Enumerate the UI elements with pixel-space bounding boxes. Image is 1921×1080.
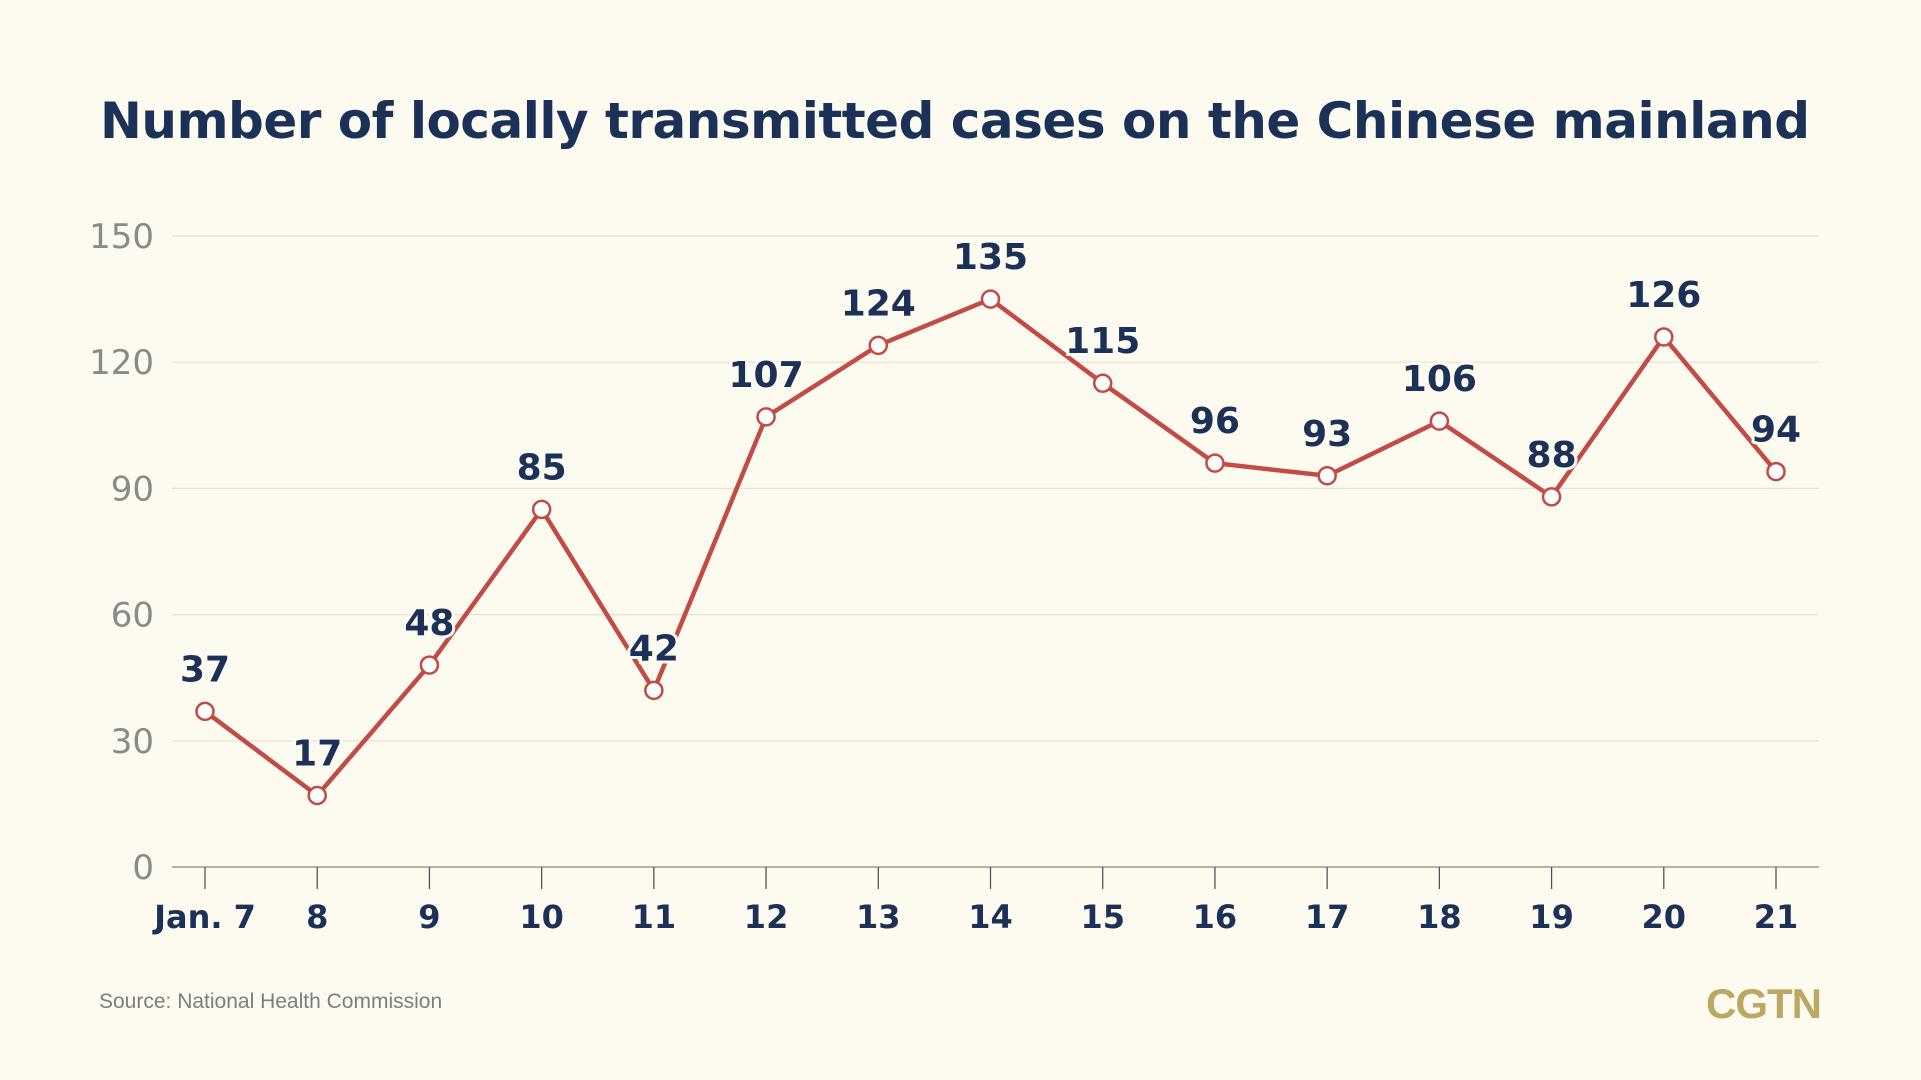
cgtn-logo: CGTN [1706, 980, 1822, 1027]
data-point [1317, 466, 1337, 486]
data-label: 85 [517, 447, 567, 488]
data-point [195, 701, 215, 722]
data-point [756, 407, 776, 427]
chart-title: Number of locally transmitted cases on t… [100, 92, 1810, 150]
data-label: 48 [404, 603, 454, 644]
y-tick-label: 90 [111, 469, 154, 509]
data-point [980, 289, 1001, 309]
data-label: 135 [953, 237, 1028, 278]
series-line [203, 296, 1778, 798]
x-tick-label: 19 [1529, 898, 1574, 936]
y-tick-label: 120 [89, 343, 154, 383]
data-point [1092, 373, 1113, 393]
y-tick-label: 60 [111, 596, 154, 636]
x-tick-label: Jan. 7 [152, 898, 256, 936]
y-tick-label: 30 [111, 722, 154, 762]
x-tick-label: 13 [856, 898, 901, 936]
data-point [868, 335, 889, 356]
x-tick-label: 8 [306, 898, 328, 936]
data-label: 37 [180, 649, 230, 690]
data-label: 94 [1751, 410, 1801, 451]
x-tick-label: 16 [1193, 898, 1238, 936]
data-point [1654, 327, 1674, 347]
data-label: 93 [1302, 414, 1352, 455]
data-label: 96 [1190, 401, 1240, 442]
x-tick-label: 18 [1417, 898, 1462, 936]
x-tick-label: 21 [1754, 898, 1799, 936]
x-tick-label: 15 [1080, 898, 1125, 936]
x-tick-label: 20 [1642, 898, 1687, 936]
y-tick-label: 150 [89, 217, 154, 257]
y-tick-label: 0 [132, 848, 154, 888]
data-point [531, 499, 552, 520]
data-point [419, 655, 440, 675]
data-label: 124 [841, 283, 916, 324]
data-point [307, 785, 327, 806]
source-note: Source: National Health Commission [99, 990, 443, 1013]
data-label: 17 [292, 733, 342, 774]
data-label: 42 [629, 628, 679, 669]
data-label: 106 [1402, 359, 1477, 400]
data-label: 88 [1527, 435, 1577, 476]
data-label: 107 [728, 355, 803, 396]
data-label: 126 [1626, 275, 1701, 316]
data-point [644, 680, 664, 701]
data-label: 115 [1065, 321, 1140, 362]
x-tick-label: 14 [968, 898, 1013, 936]
x-tick-label: 11 [632, 898, 677, 936]
data-point [1766, 461, 1786, 482]
x-tick-label: 12 [744, 898, 789, 936]
data-point [1205, 453, 1225, 473]
data-point [1429, 411, 1450, 431]
x-tick-label: 9 [418, 898, 440, 936]
x-tick-label: 17 [1305, 898, 1350, 936]
x-tick-label: 10 [519, 898, 564, 936]
data-point [1541, 487, 1562, 507]
